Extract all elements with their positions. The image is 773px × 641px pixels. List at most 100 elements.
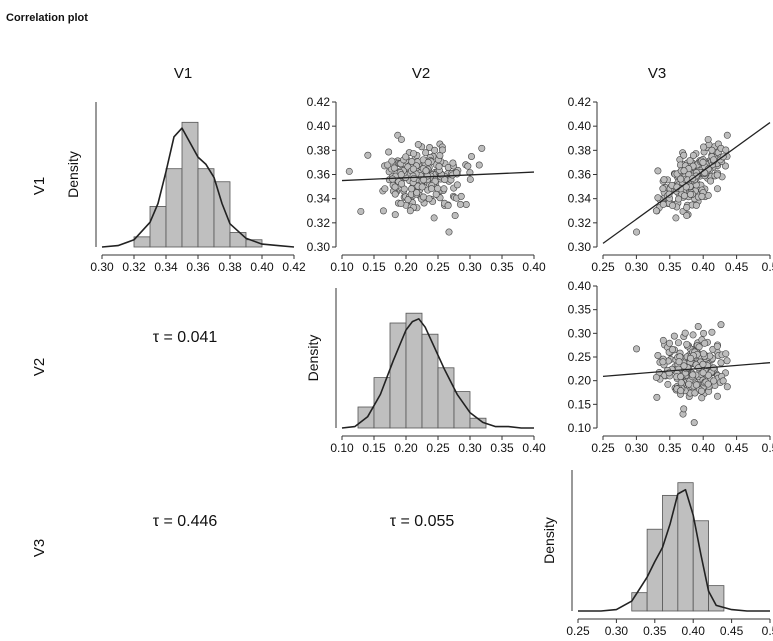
scatter-v1-v2-point xyxy=(390,164,398,172)
row-label-v1: V1 xyxy=(31,177,48,195)
hist-v1-x-tick-label: 0.30 xyxy=(90,260,114,274)
scatter-v2-v3-point xyxy=(704,380,712,388)
scatter-v1-v2-point xyxy=(462,200,470,208)
scatter-v1-v2-point xyxy=(453,181,461,189)
hist-v1-x-tick-label: 0.42 xyxy=(282,260,306,274)
scatter-v1-v3-point xyxy=(659,185,667,193)
hist-v2-bar xyxy=(453,391,471,429)
scatter-v1-v2-y-tick-label: 0.32 xyxy=(307,216,331,230)
scatter-v2-v3-point xyxy=(689,331,697,339)
scatter-v1-v2-point xyxy=(406,207,414,215)
hist-v3-x-tick-label: 0.30 xyxy=(605,624,629,638)
scatter-v1-v2-point xyxy=(420,193,428,201)
scatter-v2-v3-y-tick-label: 0.30 xyxy=(568,326,592,340)
col-label-v3: V3 xyxy=(648,65,666,82)
scatter-v1-v3-point xyxy=(665,190,673,198)
scatter-v2-v3-point xyxy=(723,357,731,365)
scatter-v1-v2-point xyxy=(388,157,396,165)
scatter-v1-v2-point xyxy=(410,174,418,182)
scatter-v1-v2-point xyxy=(428,185,436,193)
scatter-v2-v3-point xyxy=(699,369,707,377)
scatter-v1-v3-x-tick-label: 0.30 xyxy=(625,260,649,274)
scatter-v1-v3-panel: 0.25 0.30 0.35 0.40 0.45 0.5 0.30 0.32 0.34 0.36 0… xyxy=(568,95,773,274)
scatter-v2-v3-y-tick-label: 0.40 xyxy=(568,279,592,293)
scatter-v1-v2-point xyxy=(438,146,446,154)
scatter-v1-v3-point xyxy=(660,176,668,184)
scatter-v1-v3-point xyxy=(707,177,715,185)
scatter-v1-v3-point xyxy=(683,212,691,220)
scatter-v2-v3-point xyxy=(670,332,678,340)
scatter-v1-v3-x-tick-label: 0.35 xyxy=(658,260,682,274)
hist-v3-panel: Density 0.25 0.30 0.35 0.40 0.45 0.5 xyxy=(541,470,773,638)
scatter-v2-v3-point xyxy=(633,345,641,353)
scatter-v2-v3-y-tick-label: 0.25 xyxy=(568,350,592,364)
scatter-v2-v3-point xyxy=(677,387,685,395)
scatter-v2-v3-point xyxy=(669,346,677,354)
scatter-v1-v3-point xyxy=(633,228,641,236)
scatter-v1-v3-point xyxy=(713,185,721,193)
scatter-v2-v3-point xyxy=(659,358,667,366)
scatter-v1-v3-y-tick-label: 0.42 xyxy=(568,95,592,109)
scatter-v2-v3-point xyxy=(664,380,672,388)
scatter-v1-v2-point xyxy=(404,196,412,204)
scatter-v2-v3-point xyxy=(691,389,699,397)
scatter-v2-v3-y-tick-label: 0.10 xyxy=(568,421,592,435)
scatter-v2-v3-point xyxy=(690,419,698,427)
scatter-v1-v2-point xyxy=(422,149,430,157)
scatter-v1-v2-point xyxy=(467,152,475,160)
hist-v2-x-tick-label: 0.30 xyxy=(458,441,482,455)
scatter-v2-v3-point xyxy=(700,350,708,358)
hist-v3-bar xyxy=(708,585,725,612)
scatter-v1-v3-point xyxy=(723,131,731,139)
scatter-v1-v3-point xyxy=(669,202,677,210)
hist-v1-x-tick-label: 0.38 xyxy=(218,260,242,274)
scatter-v1-v3-point xyxy=(708,146,716,154)
scatter-v1-v3-x-tick-label: 0.40 xyxy=(692,260,716,274)
hist-v2-panel: Density 0.10 0.15 0.20 0.25 0.30 0.35 0.40 xyxy=(305,288,546,455)
tau-label-v3-v1: τ = 0.446 xyxy=(153,513,218,530)
scatter-v2-v3-point xyxy=(675,358,683,366)
scatter-v2-v3-point xyxy=(652,373,660,381)
scatter-v1-v3-point xyxy=(704,135,712,143)
scatter-v2-v3-point xyxy=(687,354,695,362)
scatter-v2-v3-point xyxy=(723,383,731,391)
scatter-v2-v3-point xyxy=(694,322,702,330)
scatter-v1-v3-point xyxy=(713,171,721,179)
scatter-v1-v3-y-tick-label: 0.40 xyxy=(568,119,592,133)
scatter-v2-v3-point xyxy=(692,381,700,389)
scatter-v1-v2-point xyxy=(466,175,474,183)
scatter-v1-v2-point xyxy=(418,183,426,191)
scatter-v1-v2-point xyxy=(424,158,432,166)
scatter-v2-v3-point xyxy=(677,373,685,381)
scatter-v1-v2-x-tick-label: 0.20 xyxy=(394,260,418,274)
scatter-v2-v3-point xyxy=(719,377,727,385)
hist-v3-x-tick-label: 0.45 xyxy=(720,624,744,638)
scatter-v1-v2-point xyxy=(385,148,393,156)
hist-v3-bar xyxy=(692,520,709,612)
hist-v2-x-tick-label: 0.20 xyxy=(394,441,418,455)
scatter-v1-v2-point xyxy=(434,185,442,193)
scatter-v2-v3-point xyxy=(665,339,673,347)
scatter-v2-v3-point xyxy=(659,336,667,344)
scatter-v1-v2-x-tick-label: 0.40 xyxy=(522,260,546,274)
scatter-v1-v2-x-tick-label: 0.15 xyxy=(362,260,386,274)
hist-v2-density-curve xyxy=(341,317,534,429)
hist-v1-bar xyxy=(133,236,151,248)
scatter-v1-v2-point xyxy=(430,214,438,222)
scatter-v1-v3-point xyxy=(677,175,685,183)
scatter-v1-v3-point xyxy=(652,207,660,215)
scatter-v1-v3-y-tick-label: 0.38 xyxy=(568,143,592,157)
scatter-v1-v3-point xyxy=(692,201,700,209)
scatter-v1-v3-point xyxy=(683,203,691,211)
hist-v3-x-tick-label: 0.40 xyxy=(682,624,706,638)
scatter-v1-v2-point xyxy=(422,167,430,175)
scatter-v1-v2-y-tick-label: 0.36 xyxy=(307,168,331,182)
scatter-v1-v2-point xyxy=(391,190,399,198)
tau-label-v2-v1: τ = 0.041 xyxy=(153,329,218,346)
hist-v3-bar xyxy=(646,528,663,612)
scatter-v2-v3-point xyxy=(689,371,697,379)
scatter-v1-v2-point xyxy=(391,183,399,191)
scatter-v1-v2-x-tick-label: 0.10 xyxy=(330,260,354,274)
scatter-v1-v3-point xyxy=(687,190,695,198)
scatter-v2-v3-x-tick-label: 0.30 xyxy=(625,441,649,455)
